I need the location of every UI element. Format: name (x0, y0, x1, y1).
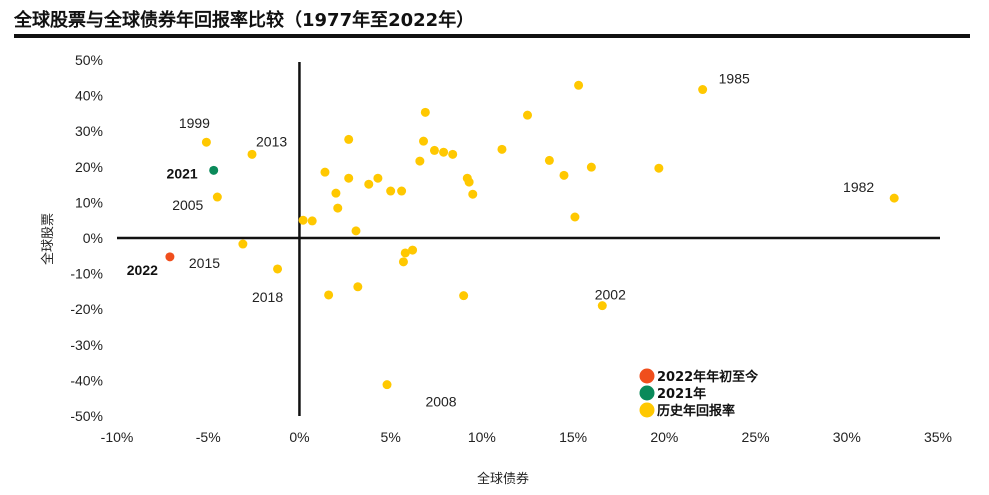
point-label: 2022 (127, 262, 158, 278)
data-point (386, 186, 396, 196)
legend-label: 2021年 (657, 386, 706, 402)
y-tick-label: -40% (70, 372, 103, 388)
data-point (320, 167, 330, 177)
y-axis-title: 全球股票 (40, 213, 56, 265)
data-point (497, 144, 507, 154)
title-rule (14, 34, 970, 38)
data-point (273, 264, 283, 274)
data-point (344, 173, 354, 183)
data-point (238, 239, 248, 249)
point-label: 2021 (167, 165, 198, 181)
data-point (698, 85, 708, 95)
x-tick-label: 20% (650, 429, 678, 445)
data-point (364, 179, 374, 189)
legend-marker (639, 385, 655, 401)
point-label: 2002 (595, 287, 626, 303)
data-point (373, 173, 383, 183)
y-tick-label: -30% (70, 337, 103, 353)
x-tick-label: 5% (381, 429, 401, 445)
data-point (654, 163, 664, 173)
y-tick-label: -50% (70, 408, 103, 424)
point-label: 2015 (189, 255, 220, 271)
data-point (415, 156, 425, 166)
y-tick-label: -10% (70, 266, 103, 282)
point-label: 1999 (179, 115, 210, 131)
data-point (397, 186, 407, 196)
data-point (324, 290, 334, 300)
data-point (398, 257, 408, 267)
point-label: 2005 (172, 197, 203, 213)
data-point (464, 177, 474, 187)
x-axis-title: 全球债券 (477, 471, 529, 487)
x-tick-label: -5% (196, 429, 221, 445)
y-tick-label: 30% (75, 123, 103, 139)
data-point (247, 149, 257, 159)
data-point (408, 245, 418, 255)
data-point (201, 137, 211, 147)
data-point (351, 226, 361, 236)
data-point (165, 252, 175, 262)
data-point (570, 212, 580, 222)
data-point (544, 155, 554, 165)
point-label: 2008 (425, 394, 456, 410)
data-point (439, 147, 449, 157)
data-point (574, 80, 584, 90)
data-point (419, 136, 429, 146)
data-point (382, 380, 392, 390)
data-point (429, 145, 439, 155)
data-point (586, 162, 596, 172)
y-tick-label: 0% (83, 230, 103, 246)
y-tick-label: 40% (75, 88, 103, 104)
x-tick-label: 35% (924, 429, 952, 445)
data-point (331, 188, 341, 198)
x-tick-label: -10% (101, 429, 134, 445)
data-point (523, 110, 532, 120)
point-label: 2018 (252, 289, 283, 305)
y-tick-label: 10% (75, 194, 103, 210)
point-label: 1982 (843, 179, 874, 195)
legend-label: 2022年年初至今 (657, 369, 759, 385)
data-point (307, 216, 317, 226)
point-label: 2013 (256, 133, 287, 149)
legend-marker (639, 368, 655, 384)
x-tick-label: 0% (289, 429, 309, 445)
data-point (209, 165, 219, 175)
x-tick-label: 30% (833, 429, 861, 445)
x-tick-label: 25% (742, 429, 770, 445)
data-point (420, 107, 430, 117)
data-point (333, 203, 343, 213)
data-point (889, 193, 899, 203)
y-tick-label: 20% (75, 159, 103, 175)
data-point (212, 192, 222, 202)
point-label: 1985 (719, 71, 750, 87)
data-point (559, 170, 569, 180)
data-point (468, 189, 478, 199)
x-tick-label: 10% (468, 429, 496, 445)
data-point (597, 301, 607, 311)
data-point (298, 215, 308, 225)
data-point (459, 291, 469, 301)
data-point (353, 282, 363, 292)
x-tick-label: 15% (559, 429, 587, 445)
data-point (448, 149, 458, 159)
data-point (400, 248, 410, 258)
legend-label: 历史年回报率 (657, 403, 735, 419)
chart-title: 全球股票与全球债券年回报率比较（1977年至2022年） (14, 10, 475, 31)
legend-marker (639, 402, 655, 418)
y-tick-label: 50% (75, 52, 103, 68)
y-tick-label: -20% (70, 301, 103, 317)
data-point (344, 134, 354, 144)
